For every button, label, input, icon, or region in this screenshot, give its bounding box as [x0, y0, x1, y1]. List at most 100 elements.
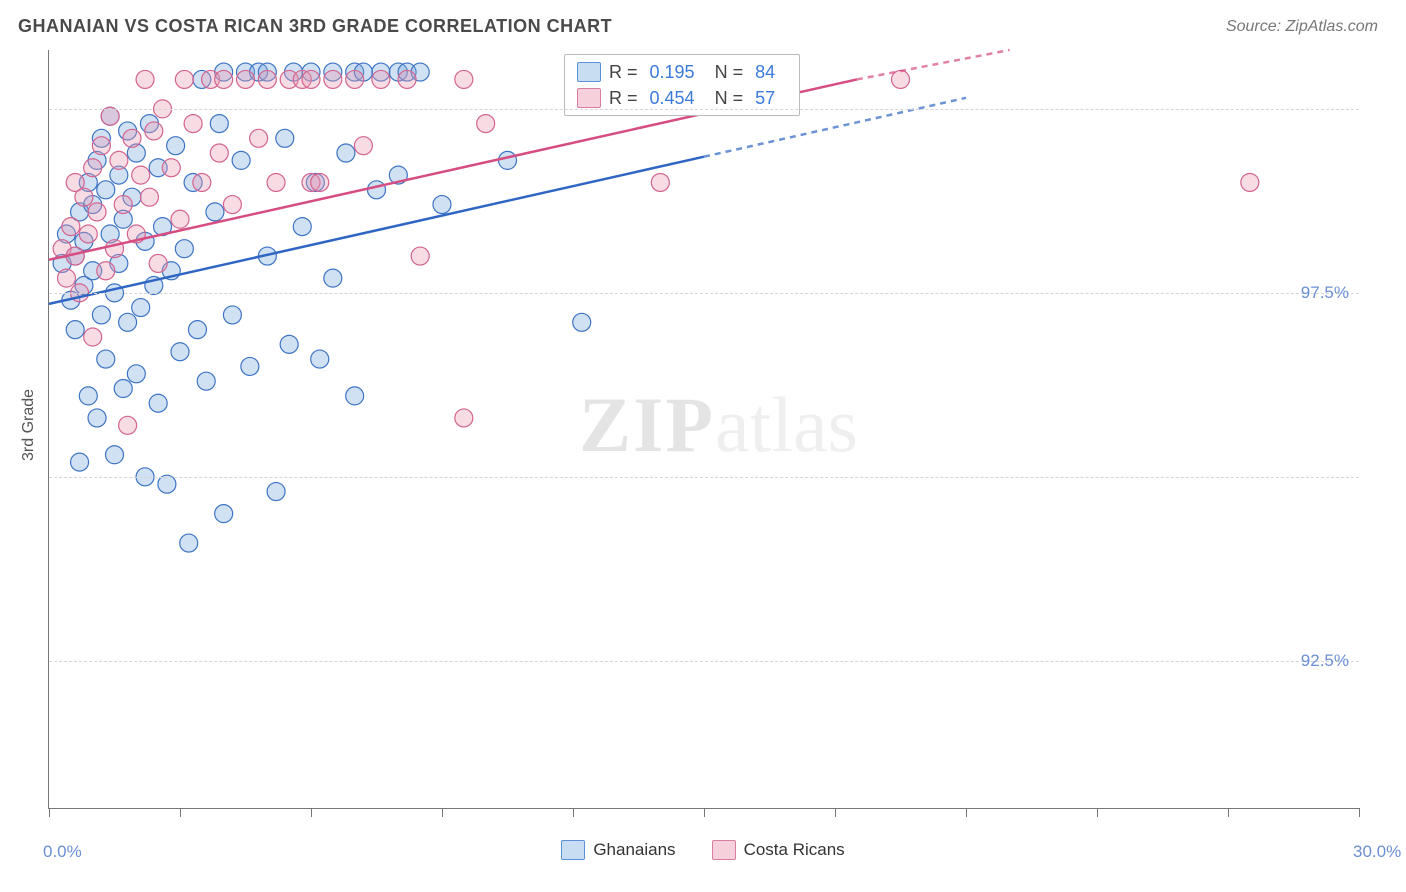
- data-point: [140, 188, 158, 206]
- plot-svg: [49, 50, 1359, 808]
- data-point: [499, 151, 517, 169]
- legend-item: Ghanaians: [561, 840, 675, 860]
- r-value: 0.454: [650, 85, 695, 111]
- data-point: [210, 144, 228, 162]
- stats-legend-row: R =0.195N =84: [577, 59, 787, 85]
- x-tick: [1097, 808, 1098, 817]
- data-point: [79, 387, 97, 405]
- y-tick-label: 92.5%: [1301, 651, 1349, 671]
- data-point: [276, 129, 294, 147]
- data-point: [92, 137, 110, 155]
- data-point: [223, 306, 241, 324]
- data-point: [206, 203, 224, 221]
- data-point: [455, 70, 473, 88]
- data-point: [354, 137, 372, 155]
- legend-label: Costa Ricans: [744, 840, 845, 860]
- data-point: [84, 159, 102, 177]
- legend-item: Costa Ricans: [712, 840, 845, 860]
- data-point: [97, 181, 115, 199]
- n-value: 57: [755, 85, 775, 111]
- data-point: [267, 173, 285, 191]
- legend-swatch-icon: [577, 88, 601, 108]
- data-point: [280, 335, 298, 353]
- data-point: [123, 129, 141, 147]
- data-point: [66, 321, 84, 339]
- r-label: R =: [609, 59, 638, 85]
- data-point: [337, 144, 355, 162]
- scatter-plot: ZIPatlas R =0.195N =84R =0.454N =57 92.5…: [48, 50, 1359, 809]
- source-credit: Source: ZipAtlas.com: [1226, 18, 1378, 36]
- gridline: [49, 477, 1359, 478]
- data-point: [302, 70, 320, 88]
- trend-line-extrapolated: [857, 50, 1010, 79]
- data-point: [88, 203, 106, 221]
- series-legend: Ghanaians Costa Ricans: [0, 840, 1406, 865]
- data-point: [477, 115, 495, 133]
- data-point: [119, 416, 137, 434]
- data-point: [311, 173, 329, 191]
- gridline: [49, 109, 1359, 110]
- data-point: [651, 173, 669, 191]
- x-tick: [835, 808, 836, 817]
- data-point: [210, 115, 228, 133]
- legend-swatch-icon: [577, 62, 601, 82]
- n-label: N =: [715, 85, 744, 111]
- data-point: [175, 240, 193, 258]
- data-point: [106, 240, 124, 258]
- data-point: [258, 70, 276, 88]
- data-point: [158, 475, 176, 493]
- data-point: [573, 313, 591, 331]
- data-point: [193, 173, 211, 191]
- data-point: [197, 372, 215, 390]
- legend-swatch-icon: [561, 840, 585, 860]
- data-point: [175, 70, 193, 88]
- x-tick: [704, 808, 705, 817]
- data-point: [114, 196, 132, 214]
- data-point: [368, 181, 386, 199]
- y-axis-label: 3rd Grade: [20, 389, 38, 461]
- data-point: [433, 196, 451, 214]
- data-point: [346, 70, 364, 88]
- data-point: [62, 218, 80, 236]
- r-label: R =: [609, 85, 638, 111]
- stats-legend: R =0.195N =84R =0.454N =57: [564, 54, 800, 116]
- x-tick: [1228, 808, 1229, 817]
- x-tick: [311, 808, 312, 817]
- gridline: [49, 293, 1359, 294]
- data-point: [223, 196, 241, 214]
- data-point: [145, 122, 163, 140]
- data-point: [106, 446, 124, 464]
- data-point: [215, 70, 233, 88]
- x-tick: [180, 808, 181, 817]
- data-point: [241, 357, 259, 375]
- data-point: [184, 115, 202, 133]
- data-point: [75, 188, 93, 206]
- data-point: [119, 313, 137, 331]
- x-tick: [573, 808, 574, 817]
- data-point: [311, 350, 329, 368]
- data-point: [232, 151, 250, 169]
- data-point: [149, 394, 167, 412]
- data-point: [127, 365, 145, 383]
- data-point: [411, 247, 429, 265]
- data-point: [114, 380, 132, 398]
- data-point: [97, 350, 115, 368]
- x-tick: [49, 808, 50, 817]
- x-tick: [442, 808, 443, 817]
- data-point: [398, 70, 416, 88]
- data-point: [293, 218, 311, 236]
- legend-swatch-icon: [712, 840, 736, 860]
- data-point: [84, 328, 102, 346]
- r-value: 0.195: [650, 59, 695, 85]
- data-point: [132, 166, 150, 184]
- data-point: [171, 343, 189, 361]
- data-point: [57, 269, 75, 287]
- data-point: [215, 505, 233, 523]
- data-point: [324, 269, 342, 287]
- data-point: [162, 159, 180, 177]
- gridline: [49, 661, 1359, 662]
- data-point: [101, 107, 119, 125]
- legend-label: Ghanaians: [593, 840, 675, 860]
- data-point: [171, 210, 189, 228]
- data-point: [346, 387, 364, 405]
